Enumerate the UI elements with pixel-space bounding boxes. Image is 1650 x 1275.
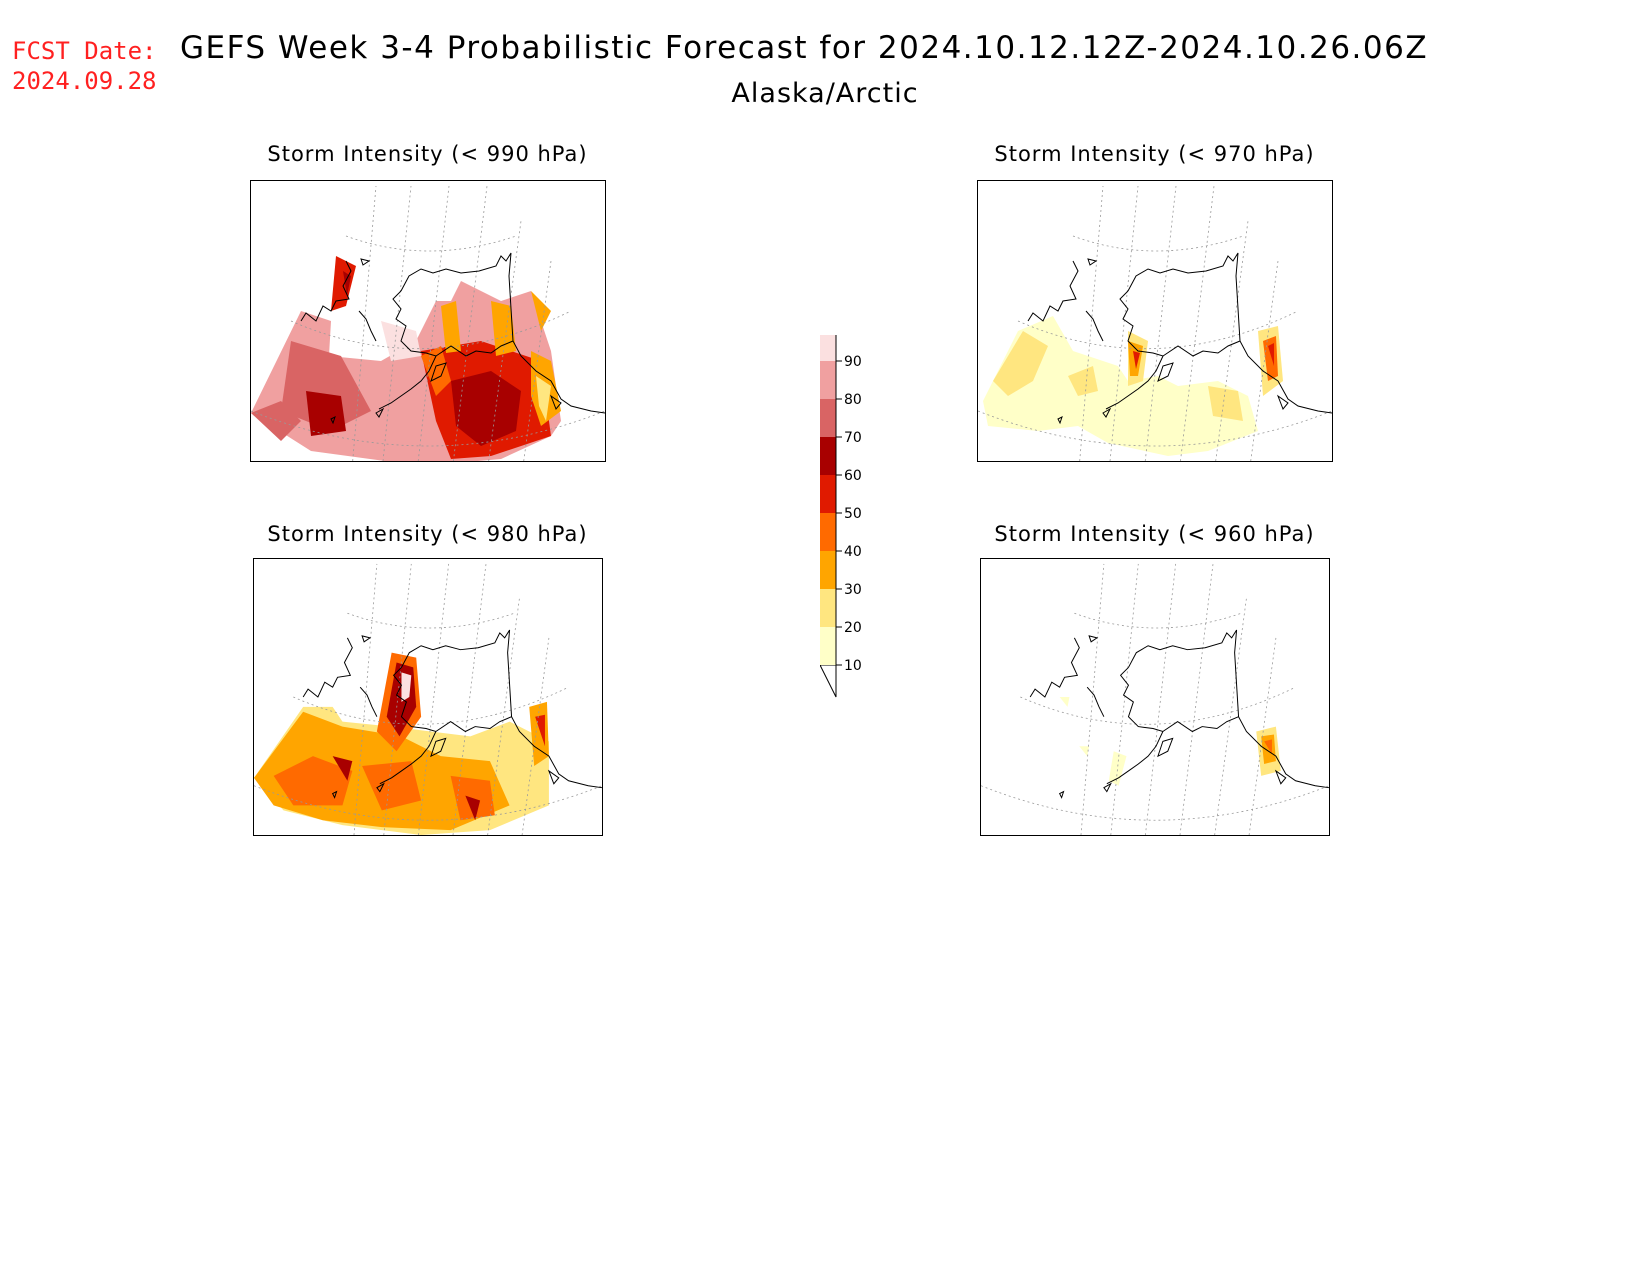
coastline — [300, 252, 605, 425]
probability-region — [983, 316, 1258, 456]
probability-region — [531, 291, 551, 331]
probability-field — [983, 316, 1283, 456]
page-title: GEFS Week 3-4 Probabilistic Forecast for… — [180, 30, 1429, 66]
colorbar-band — [820, 399, 836, 437]
colorbar-tick-label: 50 — [844, 506, 862, 522]
probability-region — [251, 401, 301, 441]
colorbar-tick-label: 30 — [844, 582, 862, 598]
map-panel-980 — [253, 558, 603, 836]
probability-region — [343, 271, 351, 296]
probability-region — [1208, 386, 1243, 421]
probability-region — [1264, 739, 1272, 755]
map-panel-990 — [250, 180, 606, 462]
colorbar-tick-label: 40 — [844, 544, 862, 560]
coastline — [1029, 629, 1329, 799]
graticule — [981, 563, 1329, 835]
probability-region — [306, 391, 346, 436]
probability-region — [993, 331, 1048, 396]
panel-title-970: Storm Intensity (< 970 hPa) — [994, 142, 1315, 166]
map-970-svg — [978, 185, 1332, 461]
panel-title-990: Storm Intensity (< 990 hPa) — [267, 142, 588, 166]
colorbar-tick-label: 60 — [844, 468, 862, 484]
colorbar-svg: 10 20 30 40 50 60 70 80 90 — [819, 290, 862, 698]
probability-region — [465, 795, 481, 821]
map-990-svg — [251, 185, 605, 461]
map-panel-960 — [980, 558, 1330, 836]
probability-region — [281, 341, 371, 431]
probability-field — [254, 652, 549, 835]
colorbar-band — [820, 437, 836, 475]
probability-region — [1079, 746, 1090, 757]
coastline — [302, 629, 602, 799]
probability-region — [1059, 697, 1070, 707]
panel-title-980: Storm Intensity (< 980 hPa) — [267, 522, 588, 546]
probability-region — [1068, 366, 1098, 396]
colorbar-band — [820, 627, 836, 665]
probability-region — [451, 371, 521, 446]
probability-region — [362, 761, 422, 811]
map-960-svg — [981, 563, 1329, 835]
colorbar-tick-label: 90 — [844, 354, 862, 370]
map-panel-970 — [977, 180, 1333, 462]
fcst-date-block: FCST Date: 2024.09.28 — [12, 36, 157, 96]
probability-region — [1133, 351, 1140, 369]
probability-region — [401, 672, 412, 702]
colorbar-tick-label: 20 — [844, 620, 862, 636]
fcst-date-label: FCST Date: — [12, 37, 157, 65]
probability-region — [1263, 336, 1278, 381]
fcst-date-value: 2024.09.28 — [12, 67, 157, 95]
colorbar-tick-label: 70 — [844, 430, 862, 446]
colorbar-band — [820, 475, 836, 513]
colorbar-band — [820, 551, 836, 589]
colorbar-band — [820, 513, 836, 551]
probability-region — [1268, 343, 1274, 366]
map-980-svg — [254, 563, 602, 835]
probability-region — [331, 256, 356, 311]
colorbar-band — [820, 589, 836, 627]
colorbar: 10 20 30 40 50 60 70 80 90 — [819, 290, 910, 745]
probability-region — [332, 756, 353, 781]
panel-title-960: Storm Intensity (< 960 hPa) — [994, 522, 1315, 546]
colorbar-tick-label: 80 — [844, 392, 862, 408]
region-title: Alaska/Arctic — [731, 78, 919, 109]
probability-region — [1108, 751, 1127, 786]
probability-region — [441, 301, 461, 353]
colorbar-tick-label: 10 — [844, 658, 862, 674]
colorbar-bottom-arrow — [819, 664, 837, 698]
coastline — [1027, 252, 1332, 425]
probability-region — [421, 346, 451, 396]
probability-field — [1059, 697, 1281, 786]
probability-region — [536, 376, 551, 421]
colorbar-band — [820, 361, 836, 399]
probability-field — [251, 256, 561, 461]
colorbar-band — [820, 323, 836, 361]
